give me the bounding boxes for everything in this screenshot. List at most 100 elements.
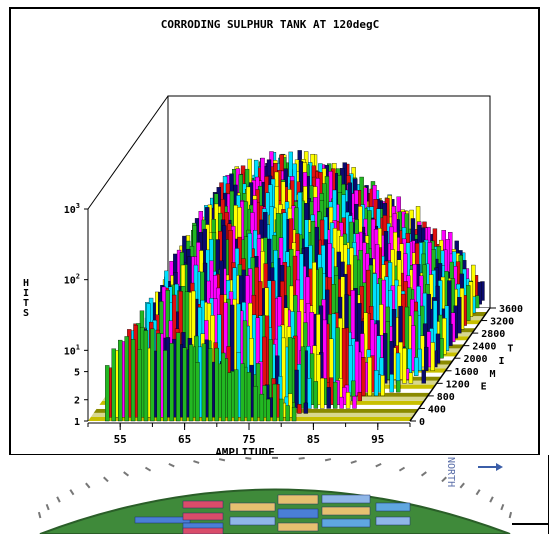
bar bbox=[143, 330, 149, 422]
x-tick-label: 55 bbox=[114, 433, 127, 446]
bar bbox=[233, 369, 239, 422]
sensor-tick bbox=[398, 466, 406, 472]
bar bbox=[266, 398, 271, 422]
bar bbox=[105, 365, 110, 422]
bar bbox=[169, 343, 174, 422]
sensor-tick bbox=[103, 476, 109, 483]
sensor-tick bbox=[85, 482, 91, 489]
z-axis-line bbox=[409, 307, 491, 422]
bar bbox=[259, 393, 265, 422]
x-axis-label: AMPLITUDE bbox=[215, 446, 275, 455]
bar bbox=[396, 380, 401, 393]
sensor-tick bbox=[193, 460, 200, 464]
z-tick-label: 2400 bbox=[472, 342, 496, 353]
dome-tile bbox=[229, 502, 276, 512]
sensor-tick bbox=[420, 471, 427, 477]
y-tick-label: 5 bbox=[74, 368, 80, 379]
bar bbox=[291, 407, 297, 422]
x-tick-label: 85 bbox=[307, 433, 320, 446]
dome-tiles bbox=[134, 494, 411, 534]
bar bbox=[357, 392, 362, 402]
sensor-tick bbox=[56, 496, 61, 503]
sensor-tick bbox=[441, 476, 447, 483]
bar bbox=[175, 332, 181, 422]
bar bbox=[227, 372, 232, 422]
sensor-tick bbox=[37, 511, 42, 519]
bar bbox=[307, 378, 312, 409]
z-axis-label-letter: E bbox=[481, 381, 487, 392]
bar bbox=[435, 333, 441, 364]
bar bbox=[137, 349, 142, 422]
sensor-tick bbox=[459, 482, 465, 489]
bar bbox=[477, 281, 482, 305]
bar bbox=[156, 333, 162, 422]
sensor-tick bbox=[245, 457, 252, 460]
north-arrow-icon bbox=[478, 463, 503, 471]
sensor-tick bbox=[45, 503, 50, 511]
bar bbox=[163, 350, 168, 422]
sensor-tick bbox=[500, 503, 505, 511]
bar bbox=[208, 348, 213, 422]
y-tick-label: 2 bbox=[74, 396, 80, 407]
bar bbox=[253, 385, 258, 422]
bar bbox=[395, 352, 401, 384]
sensor-tick bbox=[475, 489, 481, 496]
z-axis-label-letter: M bbox=[490, 369, 496, 380]
y-tick-label: 102 bbox=[64, 273, 80, 287]
bar bbox=[118, 339, 123, 422]
bar bbox=[339, 396, 344, 409]
bar bbox=[150, 328, 155, 422]
dome-tile bbox=[321, 506, 371, 516]
y-tick-label: 1 bbox=[74, 417, 80, 428]
bar bbox=[424, 346, 429, 371]
tank-plan-figure: NORTH bbox=[0, 455, 549, 534]
bar bbox=[313, 381, 319, 409]
bar bbox=[195, 362, 200, 422]
bar bbox=[272, 383, 277, 422]
sensor-tick bbox=[324, 458, 332, 462]
z-axis-label-letter: I bbox=[498, 356, 504, 367]
y-axis-label-letter: T bbox=[23, 298, 29, 309]
z-tick-label: 800 bbox=[437, 392, 455, 403]
sensor-tick bbox=[69, 489, 75, 496]
x-tick-label: 75 bbox=[242, 433, 255, 446]
bar bbox=[430, 342, 435, 371]
dome-tile bbox=[182, 512, 224, 521]
bar3d-chart: CORRODING SULPHUR TANK AT 120degC 1 2 5 101… bbox=[9, 7, 540, 455]
bar bbox=[246, 372, 252, 422]
bar bbox=[332, 381, 338, 409]
bar bbox=[297, 404, 302, 414]
bar bbox=[326, 387, 331, 409]
sensor-tick bbox=[272, 456, 278, 459]
bar bbox=[374, 370, 379, 397]
bar bbox=[367, 356, 372, 397]
y-axis-label-letter: S bbox=[23, 308, 29, 319]
bars-layer bbox=[105, 150, 485, 422]
bar bbox=[279, 398, 284, 422]
sensor-tick bbox=[218, 458, 226, 462]
y-axis-label-letter: H bbox=[23, 278, 29, 289]
z-tick-label: 2800 bbox=[481, 329, 505, 340]
north-label: NORTH bbox=[445, 457, 456, 487]
bar bbox=[111, 348, 116, 422]
sensor-tick bbox=[350, 460, 357, 464]
bar bbox=[303, 402, 309, 414]
dome-tile bbox=[321, 518, 371, 528]
z-tick-label: 3200 bbox=[490, 317, 514, 328]
dome-tile bbox=[277, 494, 319, 505]
bar bbox=[402, 347, 407, 384]
left-top-edge bbox=[87, 95, 169, 210]
bar bbox=[414, 357, 419, 376]
z-axis-label-letter: T bbox=[507, 344, 513, 355]
bar bbox=[354, 341, 360, 397]
dome-tile bbox=[182, 500, 224, 509]
tank-plan-svg: NORTH bbox=[0, 455, 549, 534]
dome-tile bbox=[321, 494, 371, 504]
bar bbox=[345, 392, 351, 409]
z-tick-label: 0 bbox=[419, 417, 425, 428]
bar bbox=[130, 339, 136, 422]
z-tick-label: 2000 bbox=[463, 354, 487, 365]
bar bbox=[361, 357, 366, 397]
sensor-tick bbox=[489, 496, 494, 503]
sensor-tick bbox=[508, 511, 513, 519]
